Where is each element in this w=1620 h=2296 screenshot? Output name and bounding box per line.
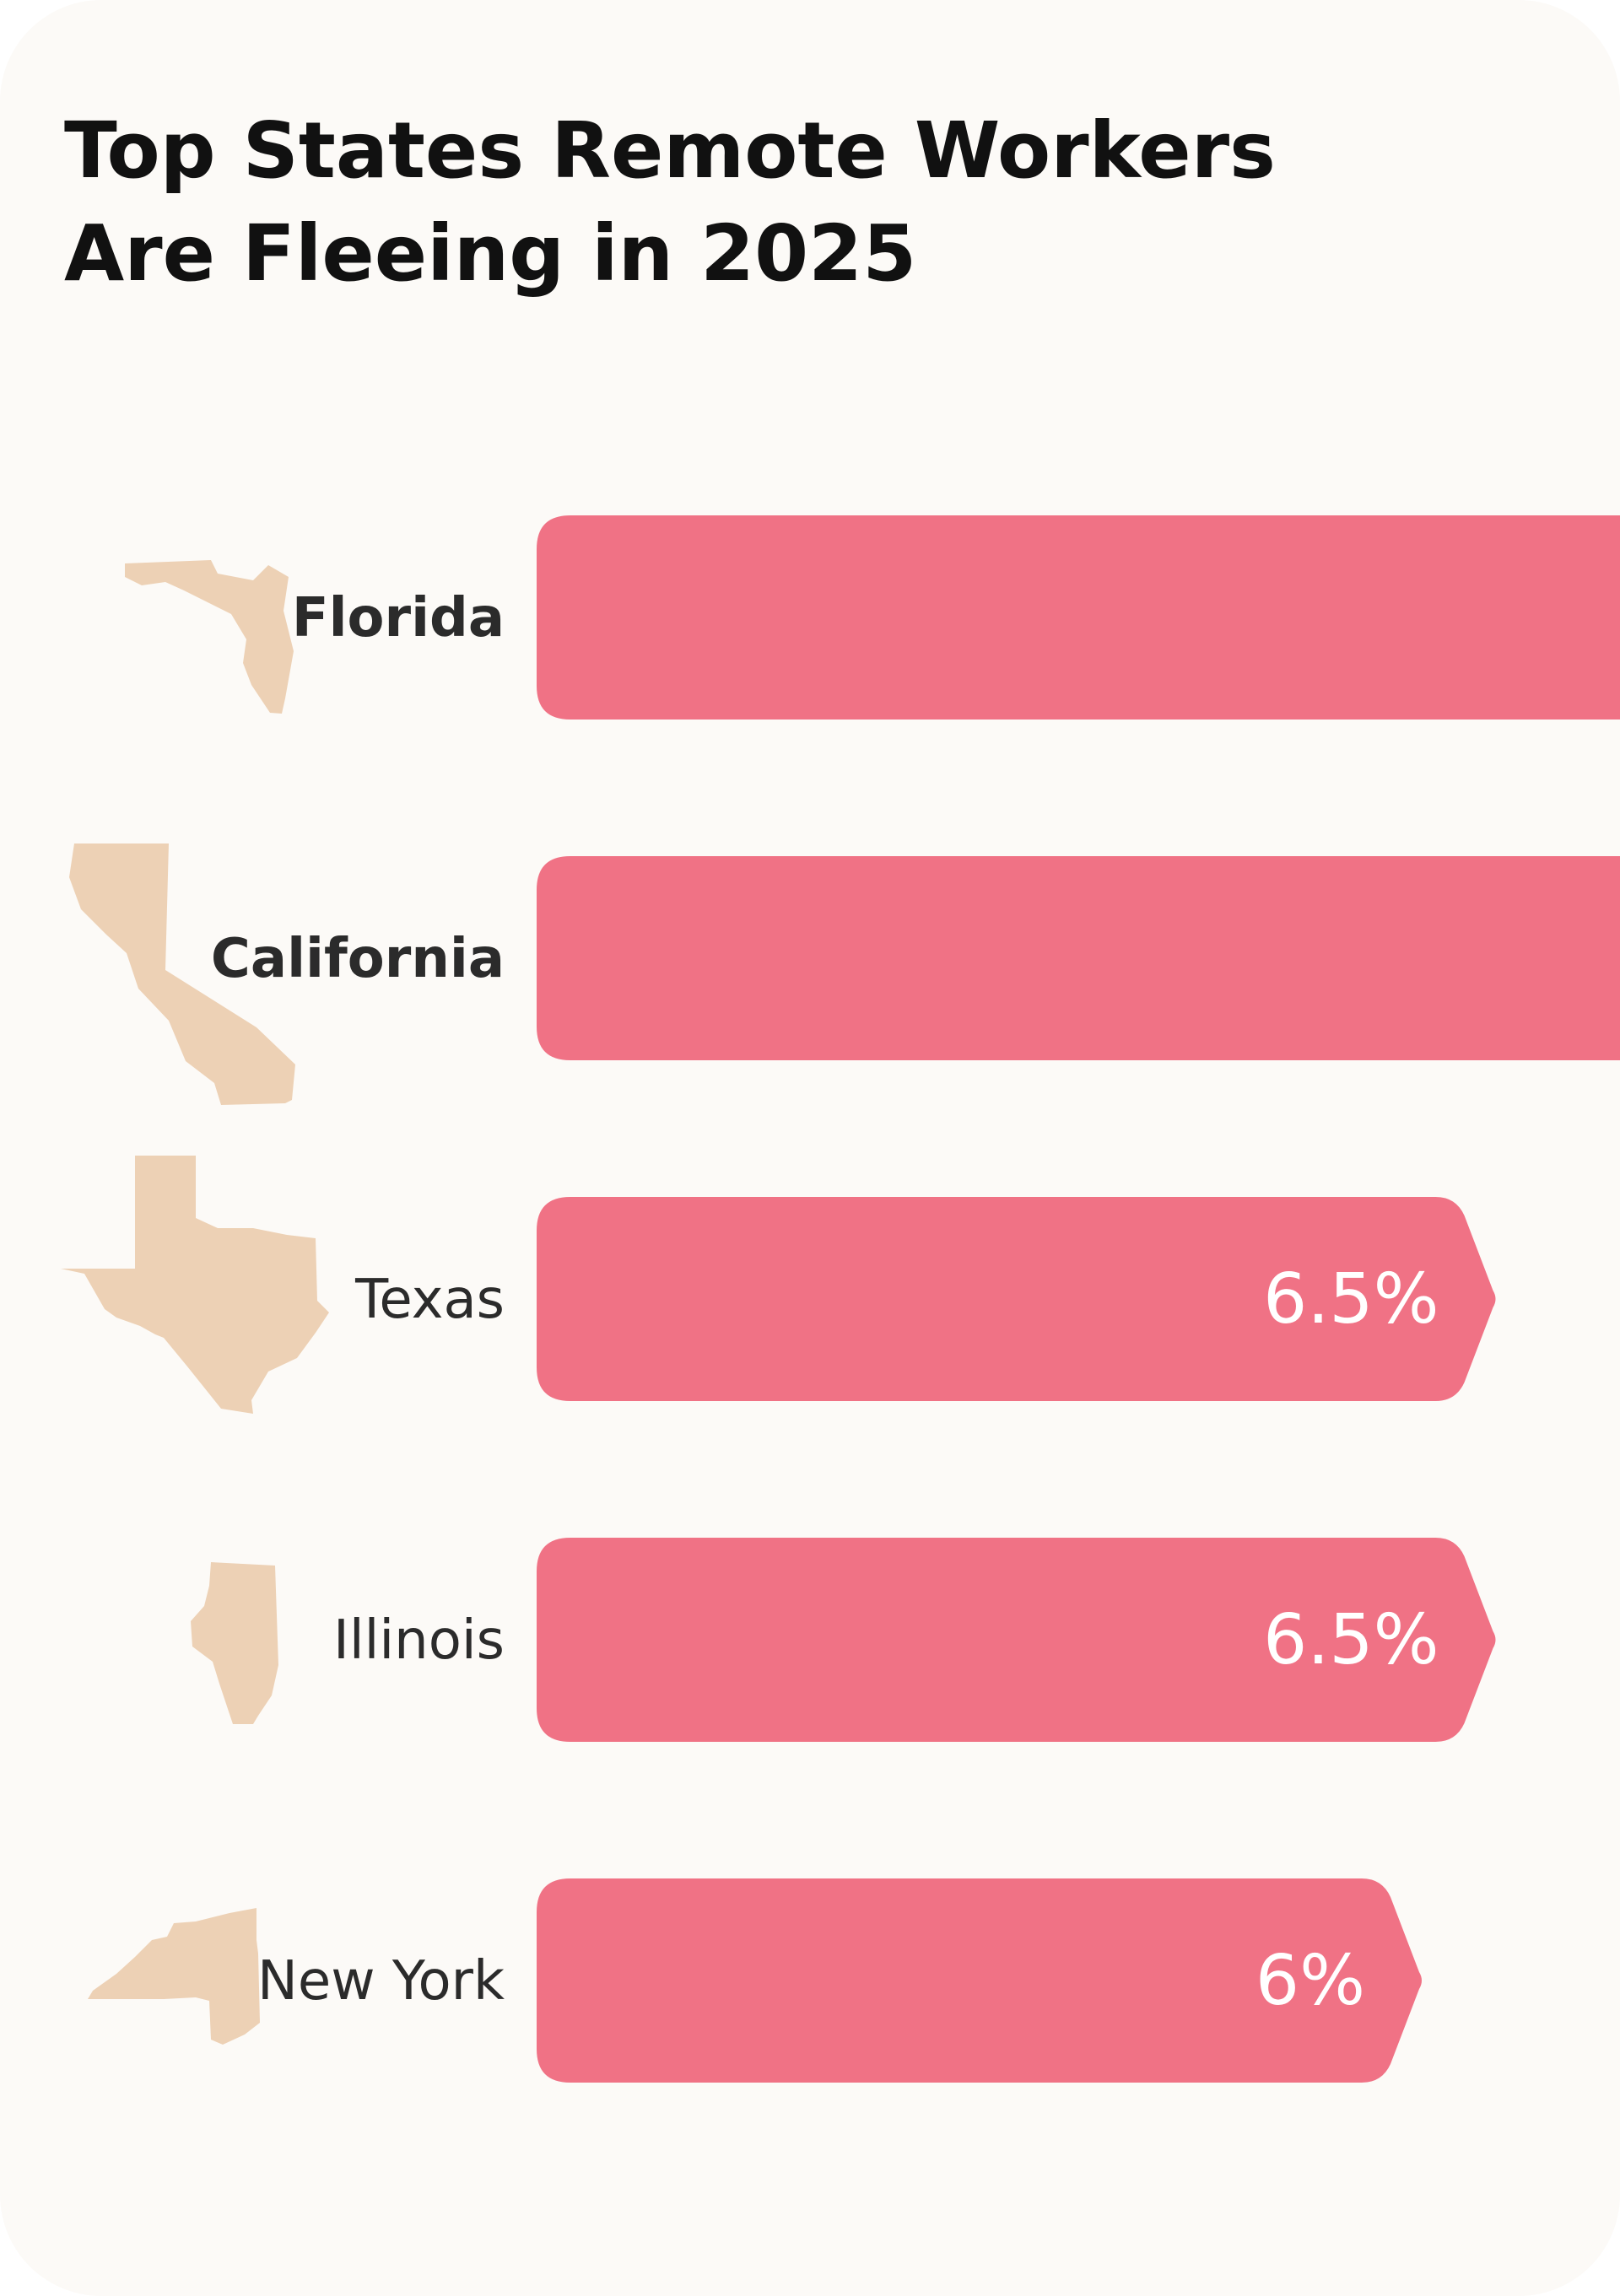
texas-map-icon — [61, 1156, 329, 1414]
florida-map-icon — [125, 560, 294, 714]
bar-texas — [537, 1197, 1496, 1401]
value-label-texas: 6.5% — [1263, 1259, 1439, 1339]
illinois-map-icon — [191, 1562, 278, 1724]
chart-title-line-1: Top States Remote Workers — [64, 105, 1276, 196]
value-label-illinois: 6.5% — [1263, 1600, 1439, 1680]
category-label-texas: Texas — [354, 1269, 505, 1331]
california-map-icon — [69, 843, 295, 1105]
category-label-florida: Florida — [292, 587, 505, 649]
bar-california — [537, 856, 1620, 1060]
category-label-california: California — [211, 928, 505, 990]
bar-illinois — [537, 1538, 1496, 1742]
chart-title: Top States Remote Workers Are Fleeing in… — [64, 100, 1414, 305]
category-label-illinois: Illinois — [333, 1609, 505, 1672]
bar-florida — [537, 515, 1620, 720]
value-label-new-york: 6% — [1256, 1941, 1365, 2021]
chart-title-line-2: Are Fleeing in 2025 — [64, 208, 917, 299]
category-label-new-york: New York — [257, 1950, 505, 2013]
bar-new-york — [537, 1878, 1422, 2083]
new-york-map-icon — [88, 1908, 260, 2045]
